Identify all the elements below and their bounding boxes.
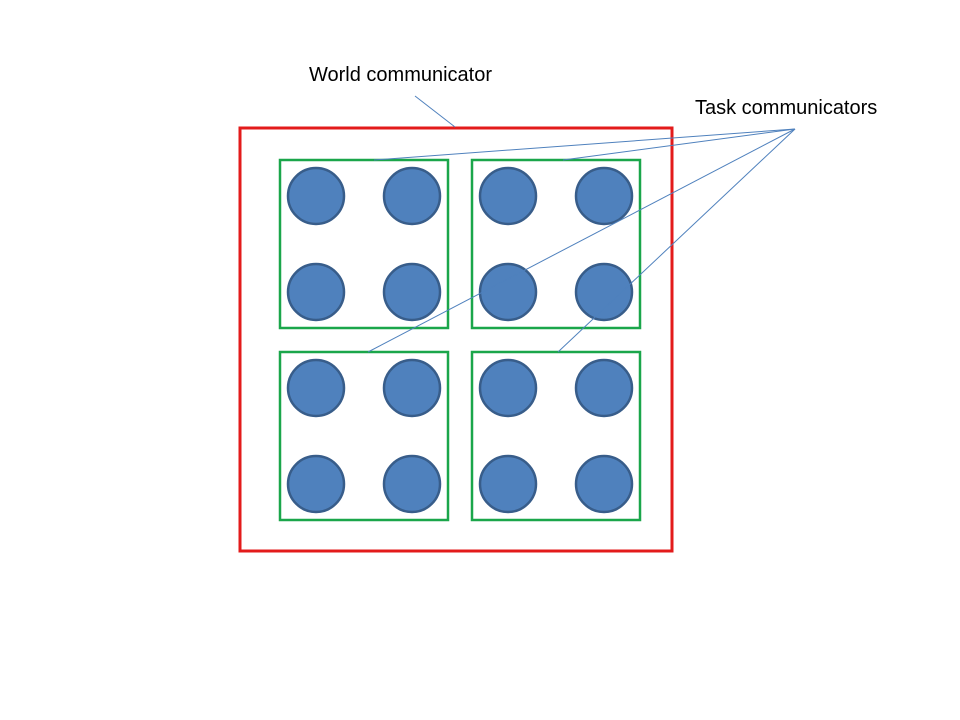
task-communicator-box-1 xyxy=(278,158,450,330)
task-communicator-box-3 xyxy=(278,350,450,522)
process-circle-1-3 xyxy=(286,262,346,322)
process-circle-4-2 xyxy=(574,358,634,418)
world-communicator-label: World communicator xyxy=(309,64,493,86)
task-communicators-label: Task communicators xyxy=(695,97,878,119)
process-circle-2-3 xyxy=(478,262,538,322)
process-circle-3-4 xyxy=(382,454,442,514)
process-circle-1-4 xyxy=(382,262,442,322)
task-leader-line-1 xyxy=(373,128,796,161)
process-circle-group xyxy=(286,166,634,514)
process-circle-2-2 xyxy=(574,166,634,226)
process-circle-4-4 xyxy=(574,454,634,514)
process-circle-3-3 xyxy=(286,454,346,514)
task-leader-line-3 xyxy=(367,128,796,353)
task-communicator-box-2 xyxy=(470,158,642,330)
task-leader-line-2 xyxy=(562,128,796,161)
process-circle-4-1 xyxy=(478,358,538,418)
world-leader-line xyxy=(414,95,456,128)
leader-line-group xyxy=(367,95,796,353)
process-circle-2-1 xyxy=(478,166,538,226)
task-communicator-box-4 xyxy=(470,350,642,522)
task-leader-line-4 xyxy=(557,128,796,353)
task-communicator-group xyxy=(278,158,642,522)
process-circle-1-1 xyxy=(286,166,346,226)
world-communicator-box xyxy=(238,126,674,553)
process-circle-3-2 xyxy=(382,358,442,418)
process-circle-2-4 xyxy=(574,262,634,322)
process-circle-1-2 xyxy=(382,166,442,226)
process-circle-3-1 xyxy=(286,358,346,418)
process-circle-4-3 xyxy=(478,454,538,514)
